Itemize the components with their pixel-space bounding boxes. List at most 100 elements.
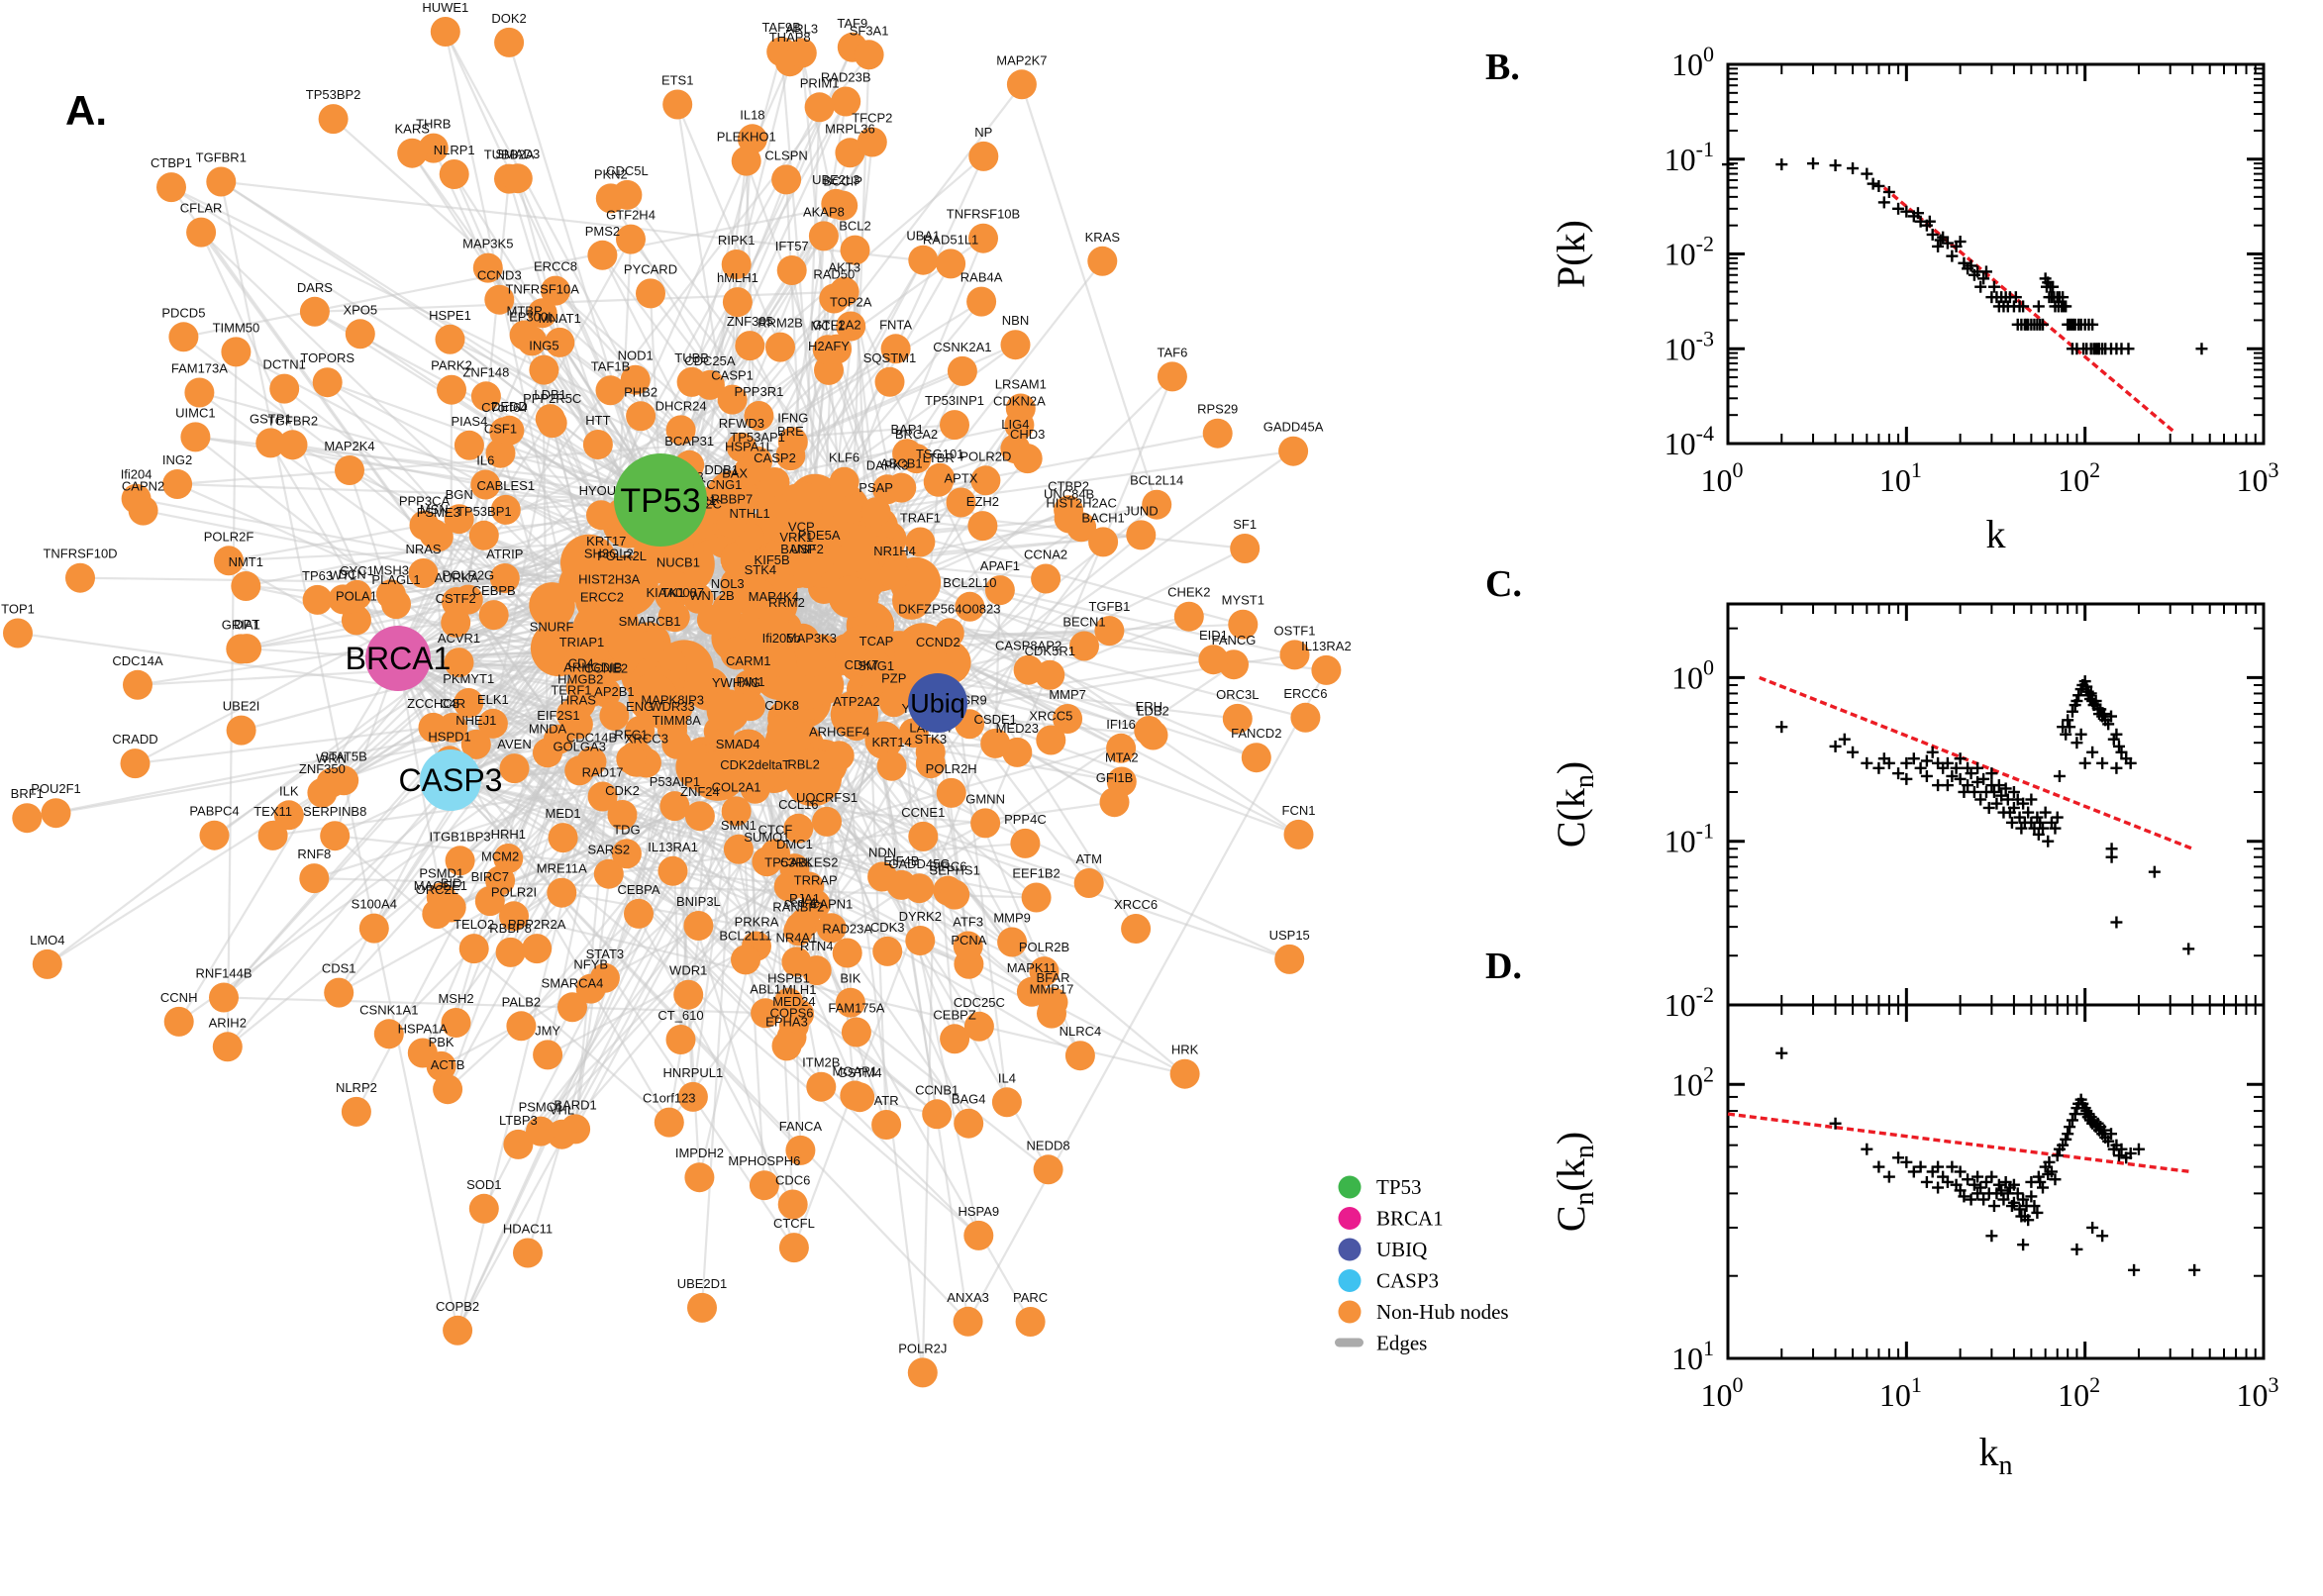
gene-node bbox=[1031, 563, 1061, 594]
gene-label: MOAP1 bbox=[833, 1064, 878, 1079]
gene-node bbox=[529, 354, 559, 385]
gene-node bbox=[616, 224, 646, 254]
gene-node bbox=[785, 481, 820, 515]
gene-node bbox=[460, 729, 491, 759]
gene-label: XPO5 bbox=[343, 302, 377, 317]
x-axis-title: k bbox=[1986, 512, 2006, 556]
gene-label: CCND3 bbox=[477, 268, 522, 283]
gene-label: PJA1 bbox=[789, 891, 820, 906]
gene-label: TRIAP1 bbox=[559, 635, 605, 649]
gene-label: TUBB2A bbox=[484, 148, 535, 162]
gene-label: EIF4B bbox=[883, 853, 919, 868]
gene-label: PALB2 bbox=[502, 994, 542, 1009]
gene-node bbox=[940, 410, 969, 441]
gene-node bbox=[1278, 436, 1309, 466]
gene-node bbox=[458, 934, 489, 964]
gene-node bbox=[1054, 503, 1084, 534]
gene-label: YWHAG bbox=[712, 675, 760, 690]
gene-node bbox=[876, 750, 907, 781]
gene-label: EZH2 bbox=[966, 494, 999, 509]
gene-label: UNC84B bbox=[1044, 487, 1094, 502]
gene-label: CCL16 bbox=[778, 797, 818, 812]
gene-label: HNRPUL1 bbox=[663, 1065, 724, 1080]
gene-label: UIMC1 bbox=[175, 405, 215, 420]
gene-label: RAD17 bbox=[582, 765, 624, 780]
gene-node bbox=[436, 892, 466, 923]
panel-label-c: C. bbox=[1485, 563, 1522, 605]
gene-label: Ifi204 bbox=[121, 467, 152, 482]
gene-label: PKMYT1 bbox=[443, 671, 494, 686]
gene-label: OSTF1 bbox=[1274, 623, 1316, 638]
gene-label: CDKN2A bbox=[993, 393, 1046, 408]
edges-swatch bbox=[1335, 1338, 1364, 1347]
gene-node bbox=[595, 183, 626, 214]
gene-node bbox=[269, 373, 300, 404]
gene-label: STK4 bbox=[745, 562, 777, 577]
gene-node bbox=[120, 748, 151, 779]
gene-label: CDC6 bbox=[775, 1173, 810, 1188]
gene-label: CAPN1 bbox=[810, 896, 853, 911]
gene-node bbox=[444, 504, 474, 535]
gene-node bbox=[752, 847, 782, 877]
gene-label: XRCC5 bbox=[1029, 709, 1072, 724]
gene-node bbox=[947, 355, 977, 386]
gene-label: TSG101 bbox=[916, 447, 963, 461]
gene-node bbox=[545, 327, 575, 357]
gene-node bbox=[860, 497, 891, 528]
gene-node bbox=[771, 164, 802, 195]
gene-node bbox=[1073, 868, 1104, 898]
gene-node bbox=[180, 422, 211, 452]
gene-label: SNURF bbox=[530, 619, 574, 634]
gene-node bbox=[968, 141, 999, 171]
gene-node bbox=[766, 714, 797, 745]
gene-label: PSME3 bbox=[417, 505, 460, 520]
gene-label: MED1 bbox=[546, 806, 581, 821]
gene-label: GSTP1 bbox=[250, 411, 292, 426]
gene-label: C4R bbox=[440, 696, 465, 711]
gene-label: IL4 bbox=[998, 1070, 1016, 1085]
gene-node bbox=[586, 500, 616, 531]
gene-label: CDK2 bbox=[605, 783, 640, 798]
y-tick-label: 100 bbox=[1671, 42, 1714, 82]
gene-label: BCL2L10 bbox=[943, 575, 996, 590]
gene-node bbox=[828, 575, 871, 619]
gene-label: SF1 bbox=[1233, 517, 1257, 532]
gene-label: LTBR bbox=[923, 450, 955, 465]
gene-label: GOLGA3 bbox=[553, 739, 605, 753]
gene-node bbox=[423, 522, 454, 552]
gene-node bbox=[123, 669, 152, 700]
gene-label: USP15 bbox=[1269, 928, 1310, 943]
gene-label: PMS2 bbox=[585, 224, 620, 239]
gene-node bbox=[662, 89, 693, 120]
gene-node bbox=[506, 1011, 537, 1042]
gene-label: ERH bbox=[1136, 699, 1162, 714]
gene-node bbox=[620, 364, 651, 395]
gene-label: CDK2deltaT bbox=[720, 757, 790, 772]
gene-label: RBBP7 bbox=[711, 491, 754, 506]
gene-label: NHEJ1 bbox=[455, 713, 496, 728]
gene-label: RANBP2 bbox=[772, 899, 824, 914]
hub-node-ubiq bbox=[908, 673, 967, 733]
y-tick-label: 10-4 bbox=[1665, 421, 1714, 461]
gene-node bbox=[821, 188, 852, 219]
gene-label: UBE2L3 bbox=[812, 172, 859, 187]
gene-node bbox=[765, 332, 795, 362]
gene-label: ZNF350 bbox=[299, 761, 346, 776]
gene-node bbox=[776, 255, 807, 285]
gene-node bbox=[659, 791, 690, 822]
gene-label: BIK bbox=[840, 971, 860, 986]
gene-label: KIAA0087 bbox=[647, 585, 705, 600]
gene-node bbox=[616, 744, 647, 774]
gene-label: PIAS4 bbox=[451, 414, 487, 429]
gene-node bbox=[723, 834, 754, 864]
gene-label: BRCA2 bbox=[895, 427, 938, 442]
gene-node bbox=[872, 936, 903, 966]
gene-node bbox=[533, 1040, 563, 1070]
gene-label: RNF8 bbox=[297, 847, 331, 861]
gene-label: WDR33 bbox=[650, 699, 695, 714]
axis-ticks bbox=[1726, 62, 2266, 446]
gene-label: NLRP1 bbox=[434, 143, 475, 157]
gene-node bbox=[1012, 444, 1043, 474]
gene-label: PBK bbox=[429, 1035, 454, 1049]
gene-node bbox=[783, 813, 814, 844]
